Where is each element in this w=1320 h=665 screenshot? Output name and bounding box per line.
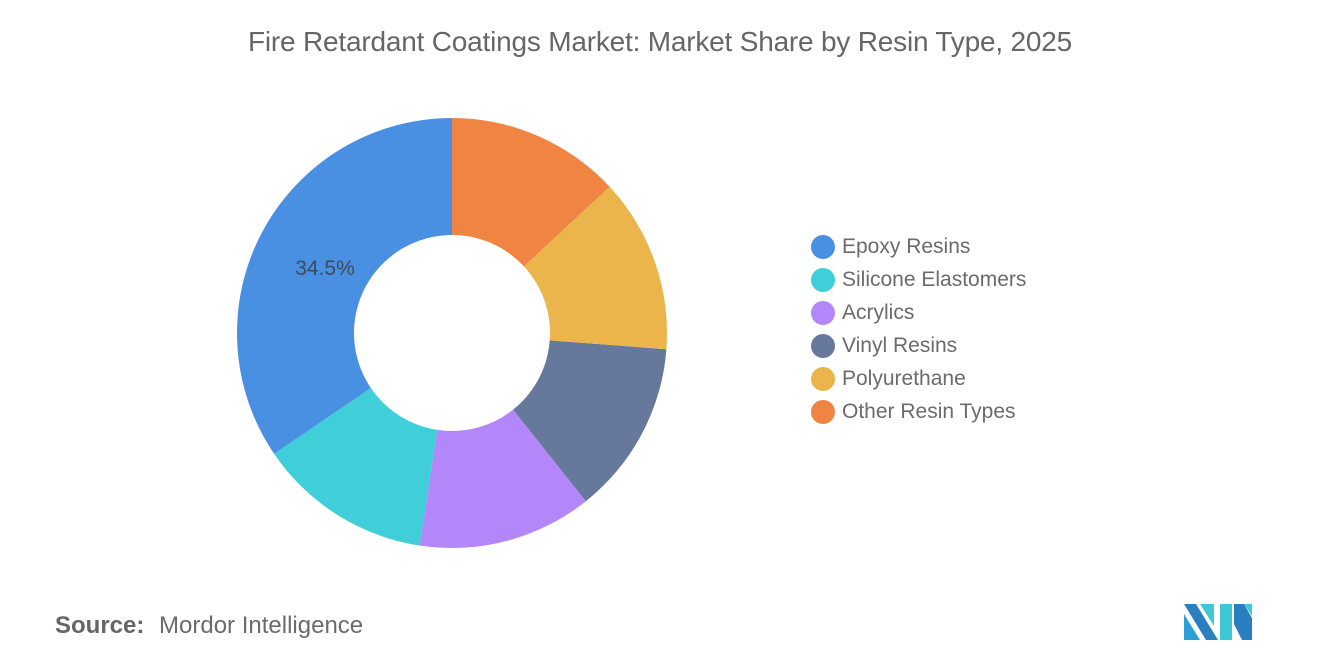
chart-legend: Epoxy Resins Silicone Elastomers Acrylic… xyxy=(811,230,1026,428)
chart-title: Fire Retardant Coatings Market: Market S… xyxy=(248,26,1072,57)
legend-dot-icon xyxy=(811,234,835,259)
donut-slice-acrylics[interactable] xyxy=(419,409,586,548)
legend-item-vinyl-resins[interactable]: Vinyl Resins xyxy=(811,329,1026,362)
legend-dot-icon xyxy=(811,366,835,391)
legend-item-acrylics[interactable]: Acrylics xyxy=(811,296,1026,329)
legend-label: Silicone Elastomers xyxy=(842,267,1027,291)
legend-label: Acrylics xyxy=(842,300,915,324)
legend-item-other-resin-types[interactable]: Other Resin Types xyxy=(811,395,1026,428)
legend-dot-icon xyxy=(811,333,835,358)
mordor-intelligence-logo-icon xyxy=(1184,604,1252,640)
donut-slice-silicone-elastomers[interactable] xyxy=(274,388,438,546)
source-label: Source: xyxy=(55,612,145,639)
slice-value-label: 34.5% xyxy=(295,257,355,280)
source-note: Source: Mordor Intelligence xyxy=(55,612,363,640)
legend-dot-icon xyxy=(811,300,835,325)
legend-label: Epoxy Resins xyxy=(842,234,971,258)
legend-item-epoxy-resins[interactable]: Epoxy Resins xyxy=(811,230,1026,263)
legend-label: Polyurethane xyxy=(842,366,966,390)
legend-dot-icon xyxy=(811,267,835,292)
source-value: Mordor Intelligence xyxy=(159,612,364,639)
legend-item-polyurethane[interactable]: Polyurethane xyxy=(811,362,1026,395)
legend-dot-icon xyxy=(811,399,835,424)
legend-item-silicone-elastomers[interactable]: Silicone Elastomers xyxy=(811,263,1026,296)
legend-label: Other Resin Types xyxy=(842,399,1016,423)
legend-label: Vinyl Resins xyxy=(842,333,958,357)
donut-slice-polyurethane[interactable] xyxy=(523,186,667,350)
donut-slice-vinyl-resins[interactable] xyxy=(513,340,667,502)
donut-slice-epoxy-resins[interactable] xyxy=(236,118,452,454)
donut-slice-other-resin-types[interactable] xyxy=(452,118,610,267)
